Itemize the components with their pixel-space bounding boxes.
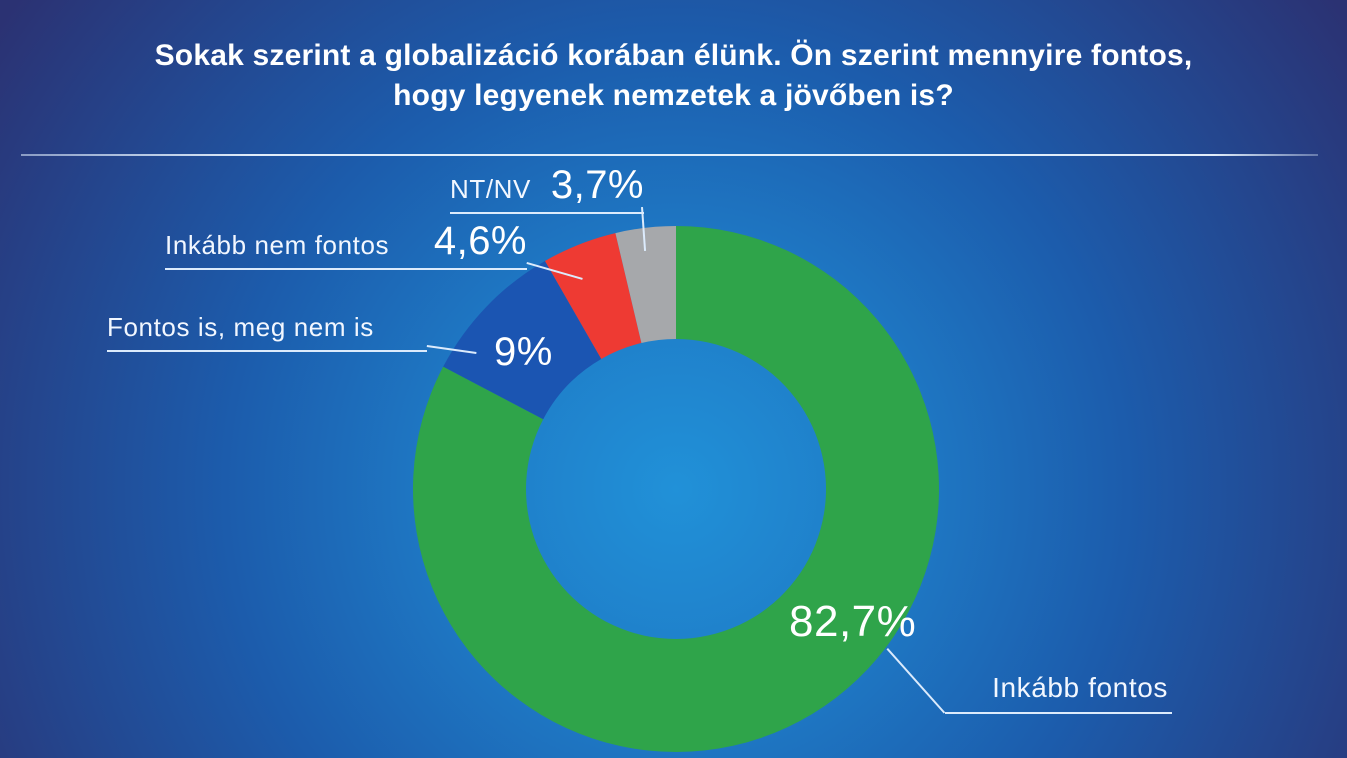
segment-value-inkabb-fontos: 82,7%	[789, 597, 917, 646]
title-divider	[21, 154, 1318, 156]
donut-segment-inkabb-nem-fontos	[544, 233, 642, 359]
segment-label-inkabb-nem-fontos: Inkább nem fontos	[165, 230, 390, 260]
chart-title-line2: hogy legyenek nemzetek a jövőben is?	[393, 79, 954, 112]
donut-segment-nt-nv	[615, 226, 676, 344]
callout-ntnv: NT/NV 3,7%	[450, 163, 644, 214]
callout-inkabb-nem-fontos: Inkább nem fontos 4,6%	[165, 219, 527, 270]
segment-value-inkabb-nem-fontos: 4,6%	[433, 219, 527, 263]
segment-label-ntnv: NT/NV	[450, 174, 531, 204]
donut-segment-inkabb-fontos	[412, 226, 939, 752]
callout-inkabb-fontos: Inkább fontos	[945, 672, 1172, 714]
donut-segment-fontos-is-meg-nem-is	[443, 260, 602, 420]
segment-value-ntnv: 3,7%	[550, 163, 644, 207]
chart-title: Sokak szerint a globalizáció korában élü…	[0, 36, 1347, 116]
segment-label-inkabb-fontos: Inkább fontos	[992, 672, 1168, 703]
callout-fontos-is-meg-nem-is: Fontos is, meg nem is	[107, 312, 427, 352]
chart-title-line1: Sokak szerint a globalizáció korában élü…	[154, 39, 1193, 72]
donut-chart	[412, 226, 939, 752]
segment-label-fontos-is-meg-nem-is: Fontos is, meg nem is	[107, 312, 374, 342]
segment-value-fontos-is-meg-nem-is: 9%	[494, 330, 553, 374]
